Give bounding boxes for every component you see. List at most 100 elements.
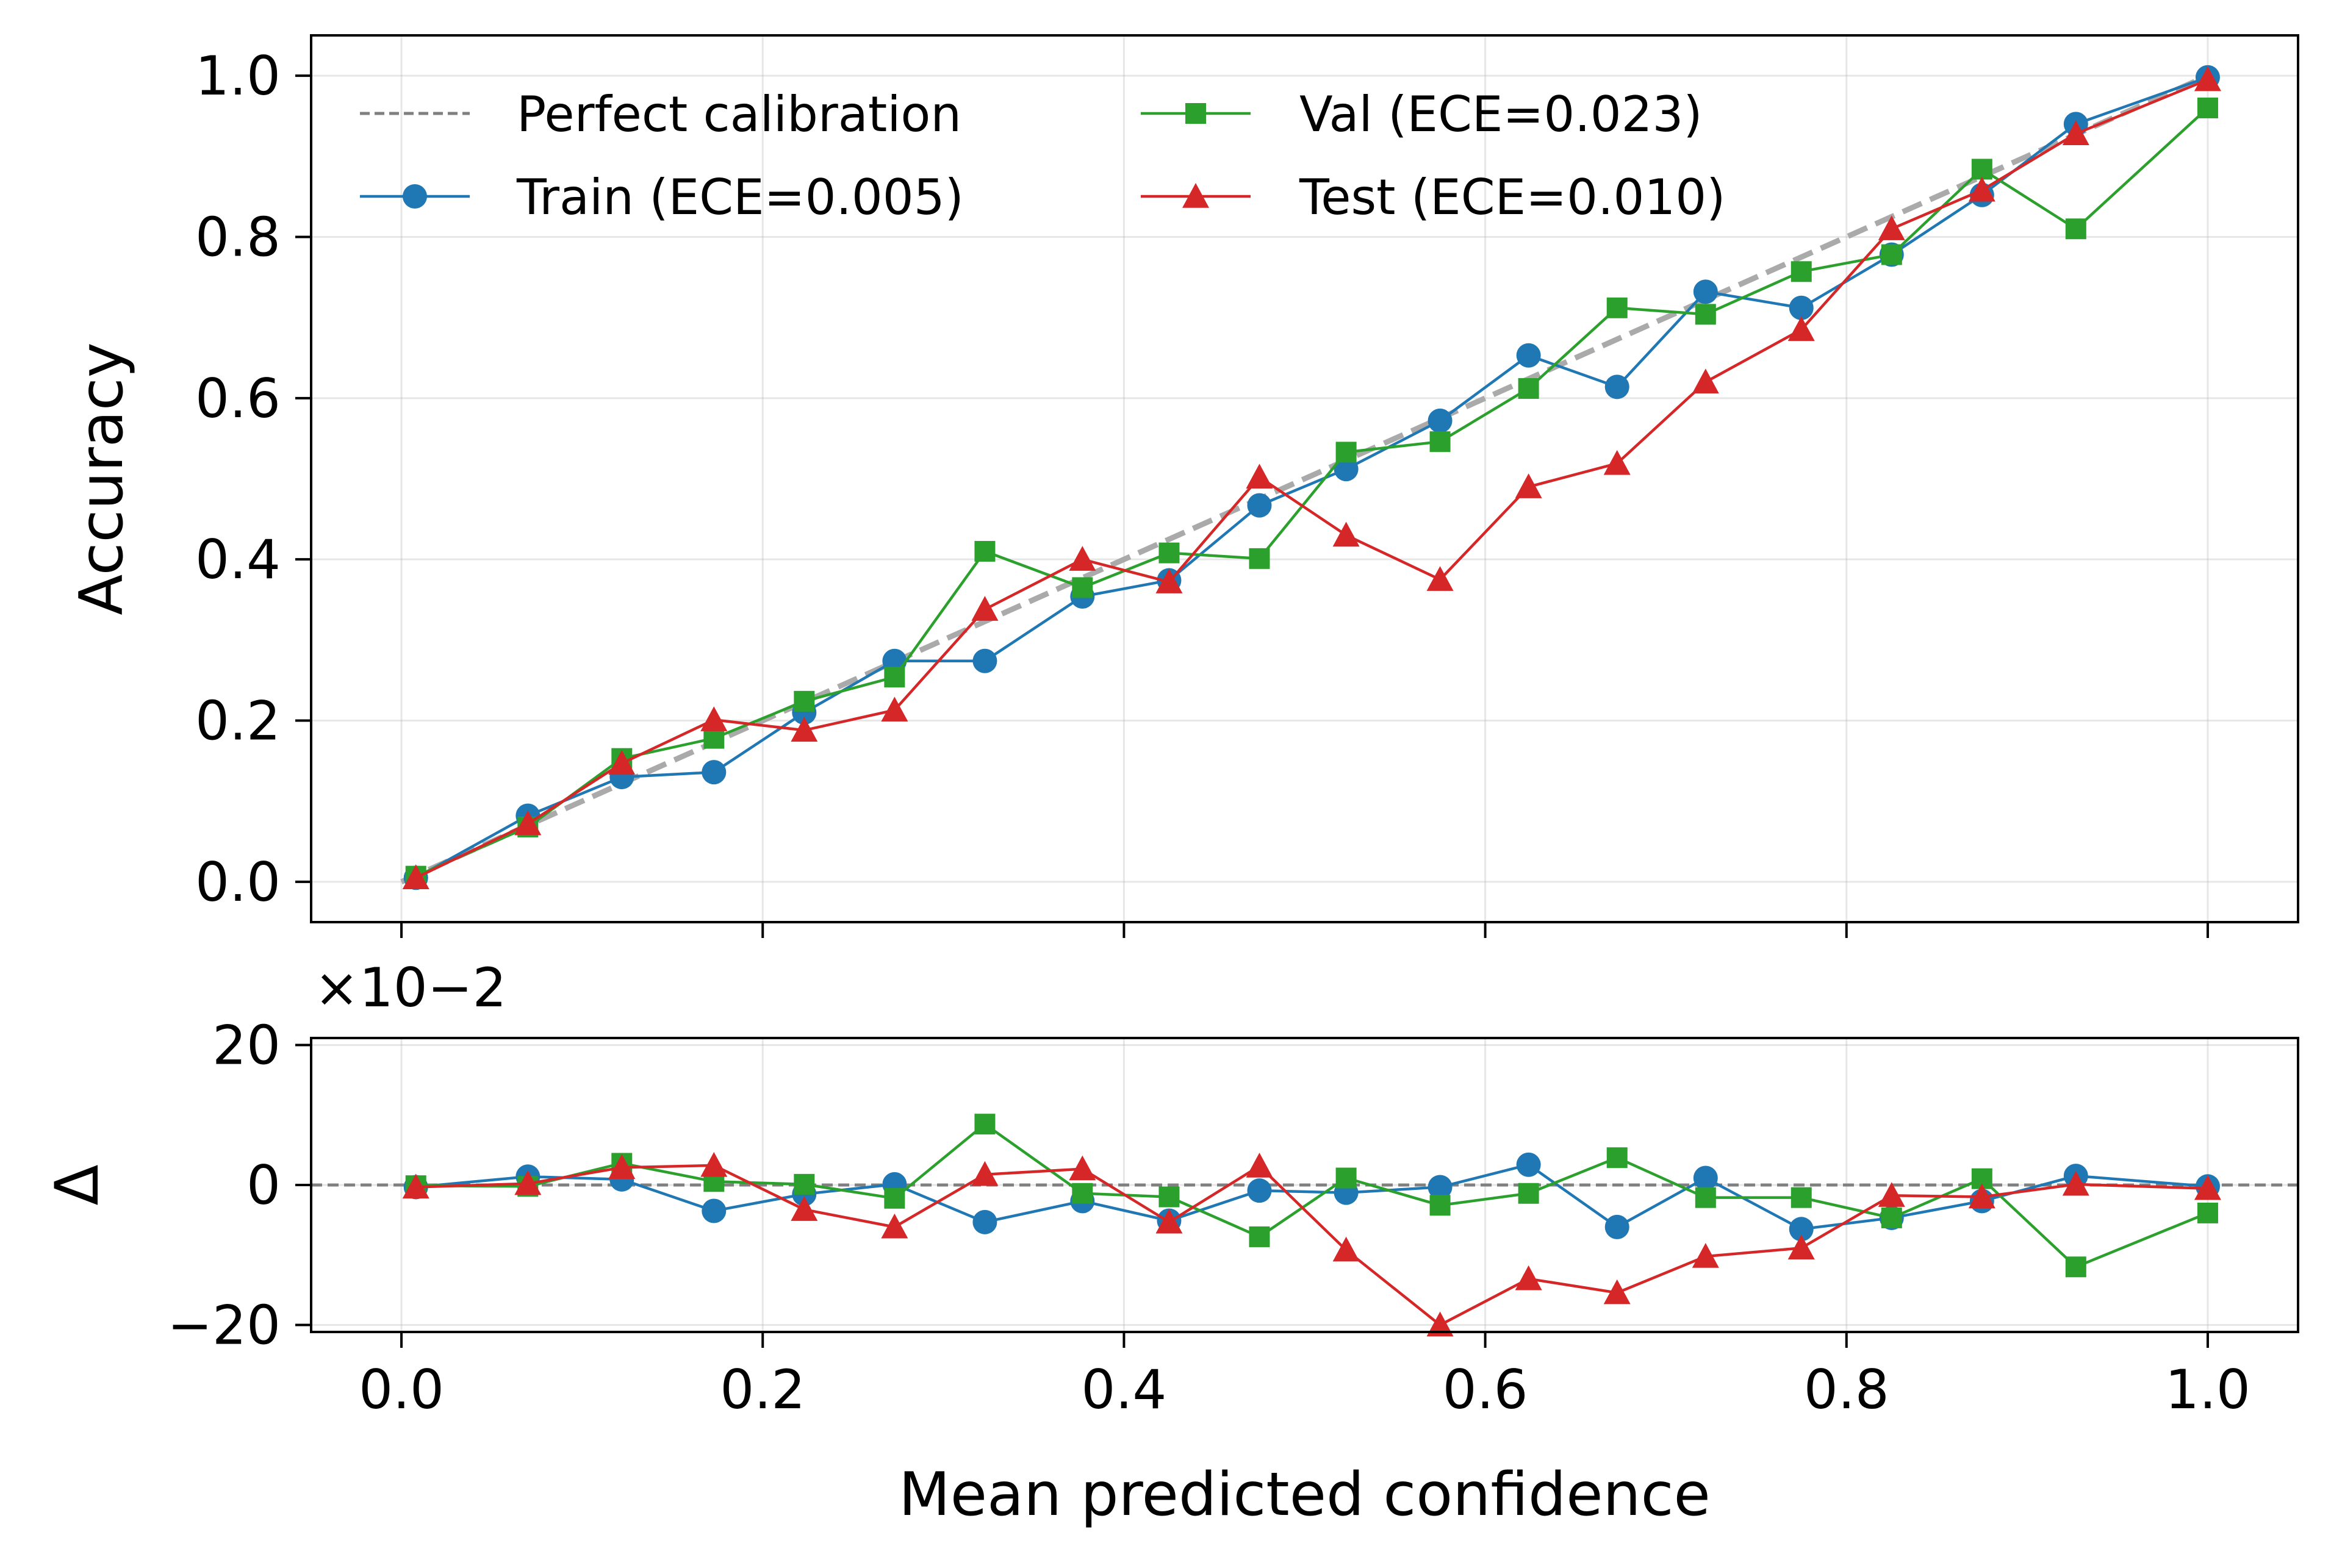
- top-point-square: [974, 540, 996, 562]
- top-ylabel: Accuracy: [67, 342, 137, 615]
- bottom-xtick-label: 1.0: [2165, 1358, 2250, 1421]
- bottom-plot-area: [311, 1114, 2298, 1337]
- top-point-square: [1606, 297, 1628, 318]
- bottom-point-triangle: [1246, 1153, 1273, 1178]
- top-ytick-label: 0.8: [195, 206, 281, 268]
- top-point-triangle: [1692, 368, 1719, 394]
- bottom-point-triangle: [1426, 1311, 1454, 1337]
- bottom-ytick-label: −20: [167, 1294, 281, 1357]
- top-point-circle: [1604, 374, 1629, 399]
- bottom-ytick-label: 0: [246, 1154, 281, 1217]
- bottom-point-circle: [1516, 1152, 1541, 1177]
- top-point-square: [1158, 542, 1180, 564]
- bottom-point-triangle: [402, 1173, 429, 1199]
- top-point-triangle: [402, 864, 429, 889]
- bottom-point-square: [2065, 1256, 2086, 1278]
- top-point-triangle: [1332, 521, 1360, 547]
- top-ytick-label: 0.6: [195, 367, 281, 430]
- bottom-ticks: 0.0 0.2 0.4 0.6 0.8 1.0 −20 0 20: [167, 1014, 2250, 1421]
- legend-swatch-marker-square: [1185, 103, 1206, 124]
- top-point-circle: [1789, 295, 1814, 320]
- bottom-point-square: [794, 1173, 815, 1195]
- top-point-triangle: [608, 750, 636, 775]
- top-axes-frame: [310, 34, 2299, 923]
- top-point-triangle: [1155, 568, 1183, 593]
- bottom-point-triangle: [608, 1154, 636, 1180]
- top-ytick-label: 1.0: [195, 45, 281, 107]
- top-point-triangle: [791, 717, 818, 742]
- legend-label-triangle: Test (ECE=0.010): [1299, 169, 1725, 226]
- legend-label-circle: Train (ECE=0.005): [516, 169, 964, 226]
- bottom-point-square: [1158, 1186, 1180, 1208]
- top-point-square: [1429, 431, 1451, 453]
- bottom-ytick-label: 20: [212, 1014, 281, 1076]
- bottom-xtick-label: 0.4: [1081, 1358, 1166, 1421]
- top-point-triangle: [514, 810, 542, 836]
- bottom-point-triangle: [881, 1213, 908, 1239]
- bottom-point-triangle: [514, 1170, 542, 1195]
- top-point-circle: [1693, 279, 1718, 304]
- bottom-xtick-label: 0.0: [359, 1358, 444, 1421]
- top-point-square: [1072, 577, 1093, 598]
- top-point-circle: [1247, 493, 1272, 518]
- bottom-point-circle: [702, 1198, 727, 1223]
- top-point-circle: [1334, 457, 1359, 482]
- top-point-circle: [972, 648, 997, 673]
- top-ytick-label: 0.0: [195, 851, 281, 914]
- bottom-point-triangle: [1603, 1279, 1631, 1305]
- top-point-triangle: [2194, 66, 2221, 91]
- bottom-point-circle: [1604, 1214, 1629, 1239]
- top-point-triangle: [881, 696, 908, 722]
- bottom-point-triangle: [1155, 1208, 1183, 1234]
- top-point-triangle: [1968, 176, 1995, 202]
- bottom-point-square: [1429, 1195, 1451, 1216]
- top-point-square: [2197, 97, 2218, 118]
- bottom-point-square: [1335, 1167, 1357, 1189]
- top-point-square: [1881, 244, 1902, 265]
- top-frame: [310, 34, 2299, 923]
- top-point-square: [1518, 378, 1539, 399]
- bottom-point-triangle: [2194, 1175, 2221, 1200]
- bottom-ylabel: Δ: [43, 1164, 112, 1205]
- top-point-circle: [1428, 408, 1453, 433]
- legend-swatch-marker-triangle: [1182, 183, 1209, 208]
- bottom-point-circle: [1693, 1165, 1718, 1190]
- top-point-square: [794, 690, 815, 712]
- top-point-triangle: [1069, 546, 1096, 571]
- bottom-point-square: [1072, 1183, 1093, 1204]
- bottom-point-square: [884, 1187, 905, 1209]
- bottom-point-square: [1790, 1187, 1812, 1208]
- top-point-triangle: [1878, 215, 1905, 240]
- top-point-circle: [702, 760, 727, 785]
- bottom-xtick-label: 0.6: [1443, 1358, 1528, 1421]
- bottom-point-square: [1606, 1147, 1628, 1169]
- bottom-point-triangle: [971, 1161, 999, 1186]
- top-point-square: [2065, 218, 2086, 240]
- top-point-triangle: [2062, 120, 2089, 145]
- top-point-triangle: [1426, 566, 1454, 591]
- legend: Perfect calibration Train (ECE=0.005) Val …: [360, 86, 1725, 226]
- top-point-square: [1971, 159, 1992, 180]
- bottom-point-triangle: [700, 1151, 728, 1177]
- bottom-xtick-label: 0.2: [720, 1358, 805, 1421]
- bottom-xlabel: Mean predicted confidence: [899, 1460, 1711, 1530]
- top-point-triangle: [971, 596, 999, 621]
- bottom-point-triangle: [1692, 1243, 1719, 1268]
- bottom-point-triangle: [1515, 1265, 1542, 1291]
- bottom-point-square: [974, 1114, 996, 1135]
- bottom-point-square: [1881, 1207, 1902, 1228]
- scale-multiplier-label: ×10−2: [314, 956, 506, 1019]
- bottom-point-triangle: [1968, 1183, 1995, 1209]
- top-point-square: [1790, 261, 1812, 282]
- bottom-point-circle: [1428, 1175, 1453, 1200]
- top-point-square: [884, 667, 905, 688]
- bottom-point-square: [2197, 1202, 2218, 1223]
- top-point-triangle: [1787, 316, 1815, 342]
- bottom-point-triangle: [1787, 1234, 1815, 1259]
- legend-label-square: Val (ECE=0.023): [1299, 86, 1703, 143]
- bottom-xtick-label: 0.8: [1804, 1358, 1889, 1421]
- top-point-square: [703, 728, 725, 749]
- bottom-point-triangle: [1878, 1182, 1905, 1207]
